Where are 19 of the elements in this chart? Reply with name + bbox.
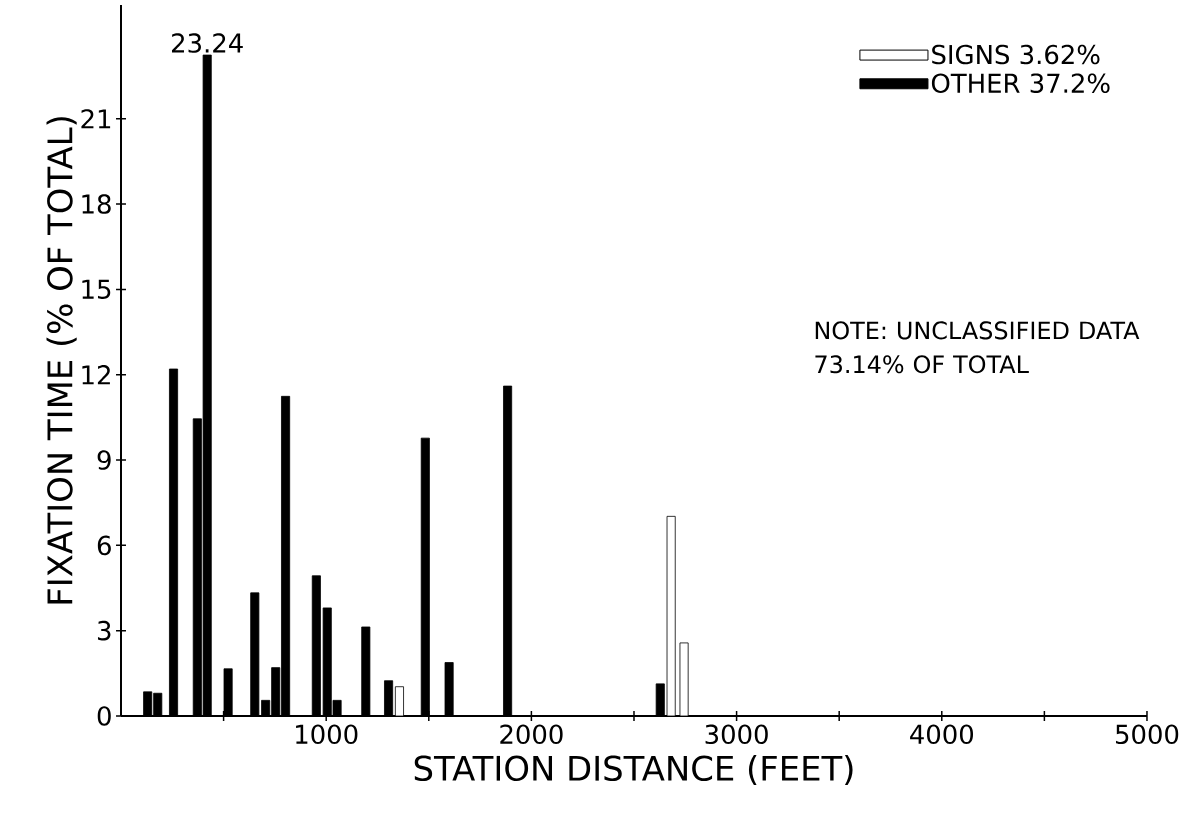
data-label: 23.24	[172, 33, 243, 53]
y-tick-label: 0	[97, 706, 111, 726]
annotation: NOTE: UNCLASSIFIED DATA 73.14% OF TOTAL	[815, 321, 1140, 374]
y-tick-label: 3	[97, 620, 111, 641]
x-tick-label: 1000	[296, 724, 358, 745]
y-tick-label: 9	[97, 450, 111, 470]
x-tick-label: 5000	[1116, 724, 1179, 745]
y-tick-label: 18	[82, 194, 111, 214]
y-tick-label: 21	[81, 109, 111, 129]
x-tick-label: 3000	[705, 724, 768, 745]
y-tick-label: 6	[97, 535, 111, 556]
x-tick-label: 2000	[500, 724, 563, 745]
y-axis-title: FIXATION TIME (% OF TOTAL)	[46, 117, 77, 604]
y-tick-label: 12	[82, 365, 110, 385]
legend-label: OTHER 37.2%	[931, 73, 1110, 93]
x-tick-label: 4000	[910, 724, 974, 745]
x-axis-title: STATION DISTANCE (FEET)	[414, 754, 853, 786]
y-tick-label: 15	[82, 279, 111, 300]
legend-label: SIGNS 3.62%	[932, 44, 1100, 65]
